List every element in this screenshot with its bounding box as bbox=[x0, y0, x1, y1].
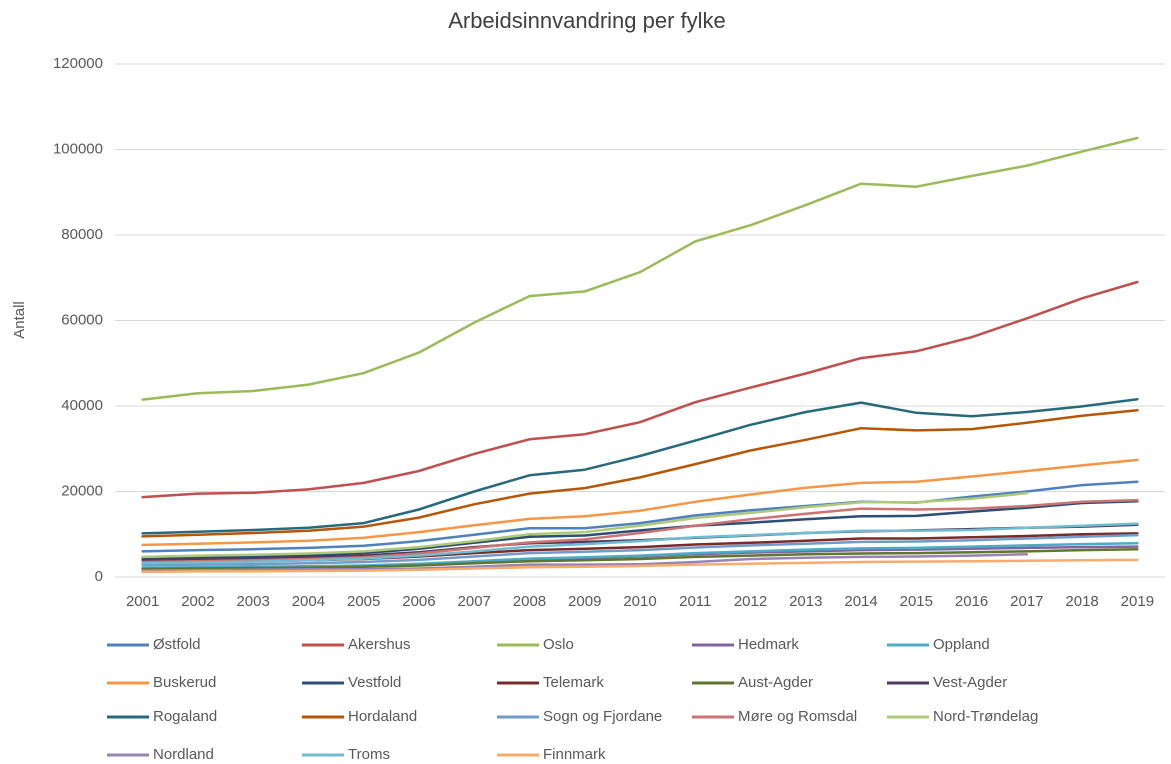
legend-label: Oppland bbox=[933, 636, 990, 653]
series-line bbox=[141, 522, 1139, 565]
chart-title: Arbeidsinnvandring per fylke bbox=[448, 8, 726, 33]
series-line bbox=[141, 558, 1139, 574]
x-tick-label: 2008 bbox=[513, 593, 546, 610]
x-tick-label: 2007 bbox=[458, 593, 491, 610]
legend-label: Troms bbox=[348, 746, 390, 763]
legend-label: Akershus bbox=[348, 636, 411, 653]
series-line bbox=[141, 553, 1029, 572]
series-line bbox=[141, 280, 1139, 499]
legend-label: Vest-Agder bbox=[933, 674, 1007, 691]
legend-label: Finnmark bbox=[543, 746, 606, 763]
legend-label: Nordland bbox=[153, 746, 214, 763]
x-tick-label: 2017 bbox=[1010, 593, 1043, 610]
legend-label: Aust-Agder bbox=[738, 674, 813, 691]
series-line bbox=[141, 136, 1139, 401]
x-tick-label: 2010 bbox=[623, 593, 656, 610]
legend-label: Hedmark bbox=[738, 636, 799, 653]
series-line bbox=[141, 500, 1139, 560]
x-tick-label: 2019 bbox=[1121, 593, 1154, 610]
y-tick-label: 120000 bbox=[53, 55, 103, 72]
y-tick-label: 20000 bbox=[61, 482, 103, 499]
y-tick-label: 80000 bbox=[61, 226, 103, 243]
x-tick-label: 2002 bbox=[181, 593, 214, 610]
series-line bbox=[141, 491, 1029, 559]
x-tick-label: 2001 bbox=[126, 593, 159, 610]
legend-label: Oslo bbox=[543, 636, 574, 653]
x-tick-label: 2013 bbox=[789, 593, 822, 610]
x-tick-label: 2018 bbox=[1065, 593, 1098, 610]
legend-label: Møre og Romsdal bbox=[738, 708, 857, 725]
series-line bbox=[141, 397, 1139, 535]
x-tick-label: 2015 bbox=[900, 593, 933, 610]
x-tick-label: 2014 bbox=[844, 593, 877, 610]
legend-label: Østfold bbox=[153, 636, 201, 653]
x-tick-label: 2003 bbox=[236, 593, 269, 610]
series-line bbox=[141, 409, 1139, 538]
x-tick-label: 2016 bbox=[955, 593, 988, 610]
legend-label: Rogaland bbox=[153, 708, 217, 725]
legend-label: Hordaland bbox=[348, 708, 417, 725]
x-tick-label: 2009 bbox=[568, 593, 601, 610]
x-tick-label: 2006 bbox=[402, 593, 435, 610]
series-line bbox=[141, 547, 1139, 571]
series-line bbox=[141, 480, 1139, 553]
y-tick-label: 40000 bbox=[61, 397, 103, 414]
y-tick-label: 0 bbox=[95, 568, 103, 585]
x-tick-label: 2004 bbox=[292, 593, 325, 610]
x-tick-label: 2005 bbox=[347, 593, 380, 610]
series-line bbox=[141, 498, 1139, 564]
legend-label: Vestfold bbox=[348, 674, 401, 691]
y-axis-label: Antall bbox=[11, 301, 28, 339]
legend-label: Nord-Trøndelag bbox=[933, 708, 1038, 725]
legend-label: Buskerud bbox=[153, 674, 216, 691]
y-tick-label: 60000 bbox=[61, 311, 103, 328]
series-line bbox=[141, 458, 1139, 547]
legend-label: Telemark bbox=[543, 674, 604, 691]
y-tick-label: 100000 bbox=[53, 140, 103, 157]
legend-label: Sogn og Fjordane bbox=[543, 708, 662, 725]
series-line bbox=[141, 533, 1139, 567]
series-line bbox=[141, 541, 1139, 569]
x-tick-label: 2011 bbox=[679, 593, 711, 610]
x-tick-label: 2012 bbox=[734, 593, 767, 610]
